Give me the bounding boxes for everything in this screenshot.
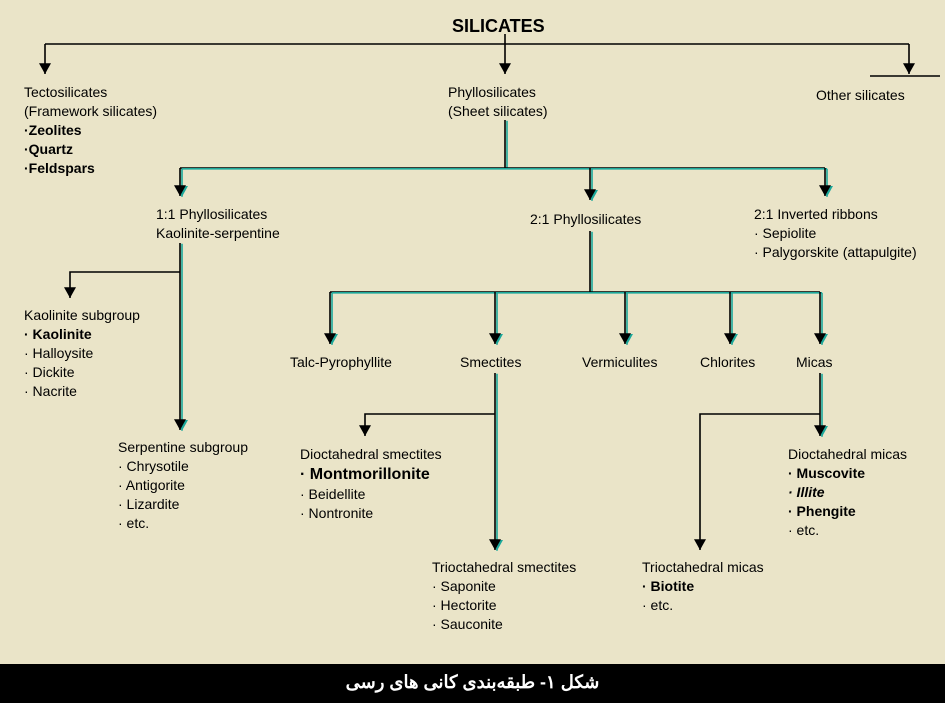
node-triomic-line: Trioctahedral micas bbox=[642, 558, 764, 577]
node-verm: Vermiculites bbox=[582, 353, 657, 372]
node-serpsub-line: · etc. bbox=[118, 514, 248, 533]
node-kaolsub: Kaolinite subgroup· Kaolinite· Halloysit… bbox=[24, 306, 140, 400]
node-serpsub-line: · Lizardite bbox=[118, 495, 248, 514]
diagram-canvas: شکل ۱- طبقه‌بندی کانی های رسی SILICATES T… bbox=[0, 0, 945, 703]
node-p11-line: Kaolinite-serpentine bbox=[156, 224, 280, 243]
node-serpsub: Serpentine subgroup· Chrysotile· Antigor… bbox=[118, 438, 248, 532]
node-root-line: SILICATES bbox=[452, 14, 545, 38]
node-diosme-line: Dioctahedral smectites bbox=[300, 445, 442, 464]
node-micas-line: Micas bbox=[796, 353, 833, 372]
node-diosme: Dioctahedral smectites· Montmorillonite·… bbox=[300, 445, 442, 523]
node-talc: Talc-Pyrophyllite bbox=[290, 353, 392, 372]
node-triosme-line: · Sauconite bbox=[432, 615, 576, 634]
node-verm-line: Vermiculites bbox=[582, 353, 657, 372]
node-phyllo-line: Phyllosilicates bbox=[448, 83, 548, 102]
node-tecto: Tectosilicates(Framework silicates)·Zeol… bbox=[24, 83, 157, 177]
node-diosme-line: · Montmorillonite bbox=[300, 464, 442, 486]
node-triosme-line: · Hectorite bbox=[432, 596, 576, 615]
node-p11-line: 1:1 Phyllosilicates bbox=[156, 205, 280, 224]
node-diosme-line: · Beidellite bbox=[300, 485, 442, 504]
node-tecto-line: ·Quartz bbox=[24, 140, 157, 159]
node-kaolsub-line: · Nacrite bbox=[24, 382, 140, 401]
node-serpsub-line: · Antigorite bbox=[118, 476, 248, 495]
node-diomic-line: · Illite bbox=[788, 483, 907, 502]
node-chlor-line: Chlorites bbox=[700, 353, 755, 372]
figure-caption: شکل ۱- طبقه‌بندی کانی های رسی bbox=[0, 664, 945, 703]
node-tecto-line: ·Feldspars bbox=[24, 159, 157, 178]
node-triomic: Trioctahedral micas· Biotite· etc. bbox=[642, 558, 764, 615]
node-serpsub-line: · Chrysotile bbox=[118, 457, 248, 476]
node-triosme-line: · Saponite bbox=[432, 577, 576, 596]
node-tecto-line: ·Zeolites bbox=[24, 121, 157, 140]
node-p21-line: 2:1 Phyllosilicates bbox=[530, 210, 641, 229]
node-tecto-line: (Framework silicates) bbox=[24, 102, 157, 121]
node-triosme: Trioctahedral smectites· Saponite· Hecto… bbox=[432, 558, 576, 634]
node-diomic-line: · Phengite bbox=[788, 502, 907, 521]
node-smect-line: Smectites bbox=[460, 353, 521, 372]
node-serpsub-line: Serpentine subgroup bbox=[118, 438, 248, 457]
node-tecto-line: Tectosilicates bbox=[24, 83, 157, 102]
node-triomic-line: · etc. bbox=[642, 596, 764, 615]
node-diomic-line: · Muscovite bbox=[788, 464, 907, 483]
node-p21: 2:1 Phyllosilicates bbox=[530, 210, 641, 229]
node-p11: 1:1 PhyllosilicatesKaolinite-serpentine bbox=[156, 205, 280, 243]
node-diomic: Dioctahedral micas· Muscovite· Illite· P… bbox=[788, 445, 907, 539]
node-ribbons-line: 2:1 Inverted ribbons bbox=[754, 205, 917, 224]
node-kaolsub-line: · Kaolinite bbox=[24, 325, 140, 344]
node-kaolsub-line: · Dickite bbox=[24, 363, 140, 382]
node-chlor: Chlorites bbox=[700, 353, 755, 372]
node-talc-line: Talc-Pyrophyllite bbox=[290, 353, 392, 372]
node-phyllo-line: (Sheet silicates) bbox=[448, 102, 548, 121]
node-triomic-line: · Biotite bbox=[642, 577, 764, 596]
node-kaolsub-line: · Halloysite bbox=[24, 344, 140, 363]
node-diomic-line: · etc. bbox=[788, 521, 907, 540]
node-ribbons-line: · Sepiolite bbox=[754, 224, 917, 243]
node-diomic-line: Dioctahedral micas bbox=[788, 445, 907, 464]
node-ribbons: 2:1 Inverted ribbons· Sepiolite· Palygor… bbox=[754, 205, 917, 262]
node-other: Other silicates bbox=[816, 86, 905, 105]
node-phyllo: Phyllosilicates(Sheet silicates) bbox=[448, 83, 548, 121]
node-smect: Smectites bbox=[460, 353, 521, 372]
node-root: SILICATES bbox=[452, 14, 545, 38]
node-kaolsub-line: Kaolinite subgroup bbox=[24, 306, 140, 325]
node-triosme-line: Trioctahedral smectites bbox=[432, 558, 576, 577]
node-ribbons-line: · Palygorskite (attapulgite) bbox=[754, 243, 917, 262]
node-micas: Micas bbox=[796, 353, 833, 372]
node-other-line: Other silicates bbox=[816, 86, 905, 105]
node-diosme-line: · Nontronite bbox=[300, 504, 442, 523]
